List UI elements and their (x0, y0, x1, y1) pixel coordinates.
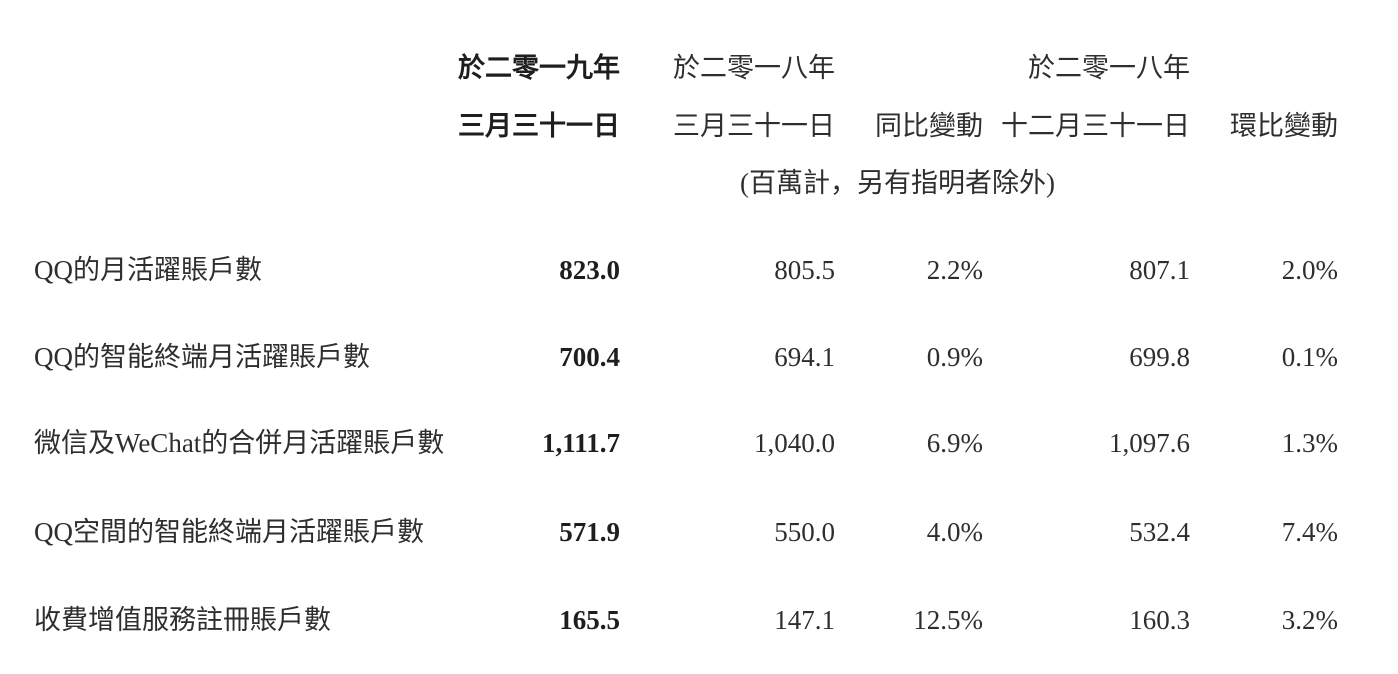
cell-v2018mar: 1,040.0 (754, 428, 835, 458)
cell-v2018dec: 1,097.6 (1109, 428, 1190, 458)
row-label: 微信及WeChat的合併月活躍賬戶數 (34, 428, 445, 458)
header-col2-line2: 三月三十一日 (673, 111, 835, 141)
cell-yoy: 4.0% (926, 517, 983, 547)
header-col1-line2: 三月三十一日 (458, 111, 620, 141)
header-col5-line2: 環比變動 (1230, 111, 1338, 141)
cell-yoy: 0.9% (926, 342, 983, 372)
cell-v2019: 823.0 (559, 255, 620, 285)
cell-yoy: 12.5% (913, 605, 983, 635)
cell-v2019: 700.4 (559, 342, 620, 372)
unit-note: (百萬計，另有指明者除外) (740, 168, 1055, 198)
row-label: QQ的月活躍賬戶數 (34, 255, 262, 285)
cell-v2019: 165.5 (559, 605, 620, 635)
row-label: QQ空間的智能終端月活躍賬戶數 (34, 517, 424, 547)
cell-qoq: 7.4% (1281, 517, 1338, 547)
cell-yoy: 6.9% (926, 428, 983, 458)
header-col3-line2: 同比變動 (875, 111, 983, 141)
cell-v2018mar: 805.5 (774, 255, 835, 285)
cell-qoq: 1.3% (1281, 428, 1338, 458)
cell-v2018dec: 807.1 (1129, 255, 1190, 285)
cell-v2018dec: 160.3 (1129, 605, 1190, 635)
header-col4-line2: 十二月三十一日 (1001, 111, 1190, 141)
cell-v2018dec: 532.4 (1129, 517, 1190, 547)
header-col2-line1: 於二零一八年 (673, 53, 835, 83)
cell-v2019: 1,111.7 (541, 428, 620, 458)
cell-qoq: 3.2% (1281, 605, 1338, 635)
cell-qoq: 0.1% (1281, 342, 1338, 372)
row-label: QQ的智能終端月活躍賬戶數 (34, 342, 370, 372)
cell-v2018dec: 699.8 (1129, 342, 1190, 372)
header-col4-line1: 於二零一八年 (1028, 53, 1190, 83)
cell-v2018mar: 694.1 (774, 342, 835, 372)
cell-v2018mar: 550.0 (774, 517, 835, 547)
cell-v2018mar: 147.1 (774, 605, 835, 635)
row-label: 收費增值服務註冊賬戶數 (34, 605, 331, 635)
cell-qoq: 2.0% (1281, 255, 1338, 285)
header-col1-line1: 於二零一九年 (458, 53, 620, 83)
cell-yoy: 2.2% (926, 255, 983, 285)
cell-v2019: 571.9 (559, 517, 620, 547)
